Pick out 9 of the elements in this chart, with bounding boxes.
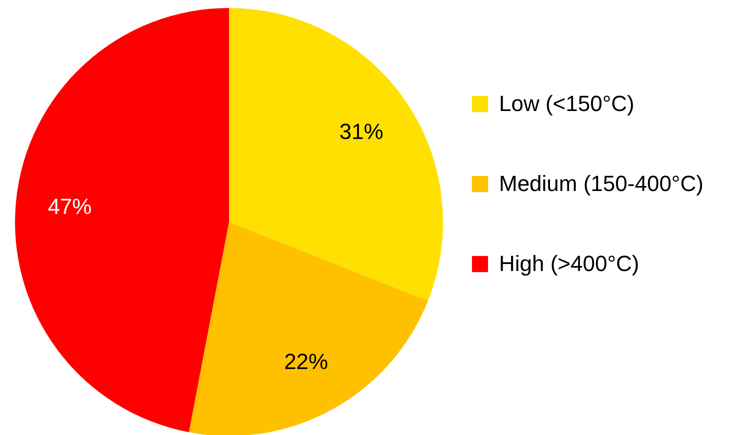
data-label: 31% bbox=[339, 119, 384, 144]
data-label: 22% bbox=[284, 349, 328, 374]
legend-label: Low (<150°C) bbox=[499, 91, 634, 116]
legend-label: Medium (150-400°C) bbox=[499, 171, 704, 196]
data-label: 47% bbox=[48, 194, 92, 219]
pie-slice bbox=[188, 222, 428, 435]
pie-slice bbox=[15, 8, 229, 432]
pie-slice bbox=[229, 8, 443, 301]
legend-label: High (>400°C) bbox=[499, 251, 640, 276]
